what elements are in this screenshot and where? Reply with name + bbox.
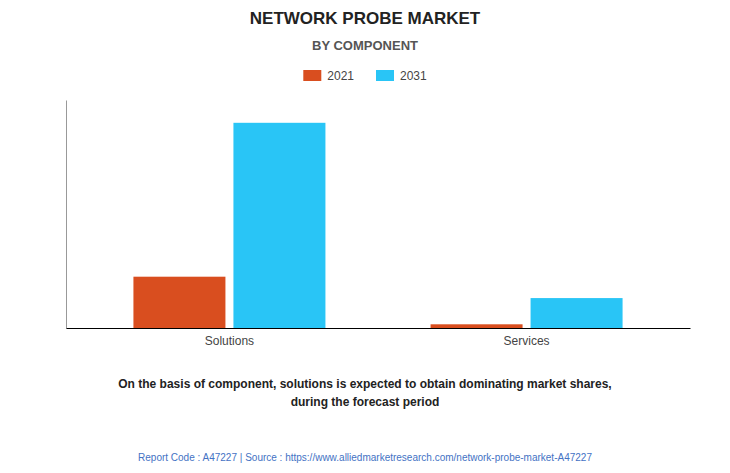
y-axis-line <box>66 101 67 329</box>
annotation-line: during the forecast period <box>291 395 440 409</box>
legend-item: 2021 <box>303 69 354 83</box>
annotation-line: On the basis of component, solutions is … <box>118 377 611 391</box>
legend-label: 2031 <box>400 69 427 83</box>
bar <box>233 123 325 328</box>
chart: NETWORK PROBE MARKET BY COMPONENT Solution… <box>0 0 730 473</box>
bar-series <box>133 277 522 328</box>
x-tick-label: Solutions <box>205 334 254 348</box>
x-tick: Services <box>504 328 550 348</box>
plot-area: Solutions Services <box>67 101 691 348</box>
x-tick: Solutions <box>205 328 254 348</box>
bars <box>133 123 622 328</box>
bar <box>531 298 623 328</box>
legend-swatch <box>376 70 394 81</box>
x-axis-line <box>67 328 691 329</box>
footer: Report Code : A47227 | Source : https://… <box>138 452 592 463</box>
legend: 2021 2031 <box>303 69 427 83</box>
legend-item: 2031 <box>376 69 427 83</box>
subtitle: BY COMPONENT <box>312 38 418 53</box>
x-axis: Solutions Services <box>67 328 691 348</box>
y-axis <box>66 101 67 329</box>
bar <box>133 277 225 328</box>
legend-label: 2021 <box>327 69 354 83</box>
annotation: On the basis of component, solutions is … <box>118 377 611 409</box>
legend-swatch <box>303 70 321 81</box>
x-tick-label: Services <box>504 334 550 348</box>
title: NETWORK PROBE MARKET <box>250 9 481 28</box>
bar-series <box>233 123 622 328</box>
bar <box>431 324 523 328</box>
